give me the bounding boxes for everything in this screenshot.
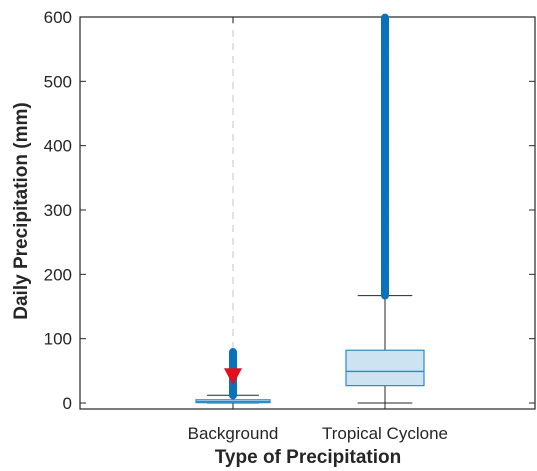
y-tick-label: 200 <box>44 265 72 284</box>
x-tick-label: Tropical Cyclone <box>322 424 448 443</box>
plot-frame <box>79 16 536 410</box>
x-tick-label: Background <box>188 424 279 443</box>
outlier-point <box>228 348 237 357</box>
y-tick-label: 100 <box>44 330 72 349</box>
box-background <box>195 348 271 404</box>
y-tick-label: 0 <box>63 394 72 413</box>
mean-marker <box>224 368 242 386</box>
y-tick-label: 500 <box>44 72 72 91</box>
box-iqr <box>345 349 425 387</box>
y-tick-label: 300 <box>44 201 72 220</box>
box-tropical-cyclone <box>345 13 425 404</box>
outlier-point <box>381 13 390 22</box>
y-tick-label: 600 <box>44 8 72 27</box>
x-axis-title: Type of Precipitation <box>215 447 402 468</box>
y-tick-label: 400 <box>44 137 72 156</box>
y-axis-title: Daily Precipitation (mm) <box>11 102 32 320</box>
